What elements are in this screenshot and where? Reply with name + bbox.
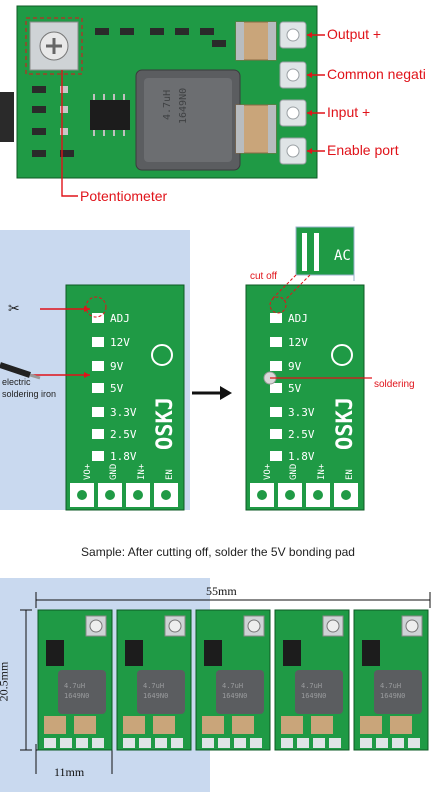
right-brand: OSKJ xyxy=(333,397,358,450)
left-pad-12v: 12V xyxy=(110,336,130,349)
right-port-en: EN xyxy=(345,469,355,480)
right-pad-12v: 12V xyxy=(288,336,308,349)
height-dimension xyxy=(20,609,32,751)
module-inductor-code: 1649N0 xyxy=(380,692,405,700)
module-board: 4.7uH 1649N0 xyxy=(37,609,113,751)
left-port-vo: VO+ xyxy=(83,463,93,480)
board-width-label: 11mm xyxy=(54,765,85,779)
width-dimension xyxy=(35,592,431,608)
left-pad-9v: 9V xyxy=(110,360,124,373)
scissors-icon: ✂ xyxy=(8,300,20,316)
transform-arrow-icon xyxy=(192,386,232,400)
inductor-text-1: 4.7uH xyxy=(162,90,173,120)
soldering-iron-icon xyxy=(0,362,41,380)
left-pad-adj: ADJ xyxy=(110,312,130,325)
left-port-in: IN+ xyxy=(137,463,147,480)
right-pad-3v3: 3.3V xyxy=(288,406,315,419)
left-pad-2v5: 2.5V xyxy=(110,428,137,441)
bottom-panel: 4.7uH 1649N0 4.7uH 1649N0 4.7uH 1649N0 4.7uH 16… xyxy=(0,578,436,792)
inductor xyxy=(135,69,241,171)
module-inductor-text: 4.7uH xyxy=(222,682,243,690)
right-board xyxy=(245,284,365,511)
left-brand: OSKJ xyxy=(153,397,178,450)
caption: Sample: After cutting off, solder the 5V… xyxy=(81,545,355,559)
bottom-illustration: 4.7uH 1649N0 4.7uH 1649N0 4.7uH 1649N0 4.7uH 16… xyxy=(0,578,431,792)
left-port-en: EN xyxy=(165,469,175,480)
module-board: 4.7uH 1649N0 xyxy=(116,609,192,751)
zoom-text: AC xyxy=(334,248,351,264)
potentiometer xyxy=(29,21,79,71)
middle-illustration: ADJ 12V 9V 5V 3.3V 2.5V 1.8V VO+ GND IN+… xyxy=(0,226,372,511)
left-board xyxy=(65,284,185,511)
left-pad-3v3: 3.3V xyxy=(110,406,137,419)
height-label: 20.5mm xyxy=(0,661,11,702)
inductor-text-2: 1649N0 xyxy=(178,88,189,124)
right-port-in: IN+ xyxy=(317,463,327,480)
module-board: 4.7uH 1649N0 xyxy=(274,609,350,751)
enable-port-label: Enable port xyxy=(327,142,399,158)
module-inductor-code: 1649N0 xyxy=(301,692,326,700)
module-inductor-text: 4.7uH xyxy=(64,682,85,690)
module-inductor-code: 1649N0 xyxy=(222,692,247,700)
left-pad-5v: 5V xyxy=(110,382,124,395)
output-plus-label: Output + xyxy=(327,26,382,42)
left-pad-1v8: 1.8V xyxy=(110,450,137,463)
right-pad-5v: 5V xyxy=(288,382,302,395)
right-port-vo: VO+ xyxy=(263,463,273,480)
iron-label-2: soldering iron xyxy=(2,389,57,399)
left-port-gnd: GND xyxy=(109,464,119,480)
module-board: 4.7uH 1649N0 xyxy=(195,609,271,751)
board-pads xyxy=(279,21,307,165)
right-port-gnd: GND xyxy=(289,464,299,480)
right-pad-adj: ADJ xyxy=(288,312,308,325)
soldering-label: soldering xyxy=(374,379,415,390)
module-board: 4.7uH 1649N0 xyxy=(353,609,429,751)
right-pad-2v5: 2.5V xyxy=(288,428,315,441)
cut-off-label: cut off xyxy=(250,271,278,282)
iron-label-1: electric xyxy=(2,377,31,387)
width-label: 55mm xyxy=(206,584,237,598)
potentiometer-label: Potentiometer xyxy=(80,188,168,204)
zoom-inset xyxy=(295,226,355,276)
module-inductor-text: 4.7uH xyxy=(143,682,164,690)
right-pad-9v: 9V xyxy=(288,360,302,373)
module-inductor-text: 4.7uH xyxy=(301,682,322,690)
middle-panel: ADJ 12V 9V 5V 3.3V 2.5V 1.8V VO+ GND IN+… xyxy=(0,225,436,535)
input-plus-label: Input + xyxy=(327,104,371,120)
module-inductor-code: 1649N0 xyxy=(64,692,89,700)
top-panel: 4.7uH 1649N0 xyxy=(0,0,436,210)
common-negative-label: Common negati xyxy=(327,66,426,82)
top-board-illustration: 4.7uH 1649N0 xyxy=(0,5,325,197)
module-inductor-text: 4.7uH xyxy=(380,682,401,690)
module-inductor-code: 1649N0 xyxy=(143,692,168,700)
right-pad-1v8: 1.8V xyxy=(288,450,315,463)
